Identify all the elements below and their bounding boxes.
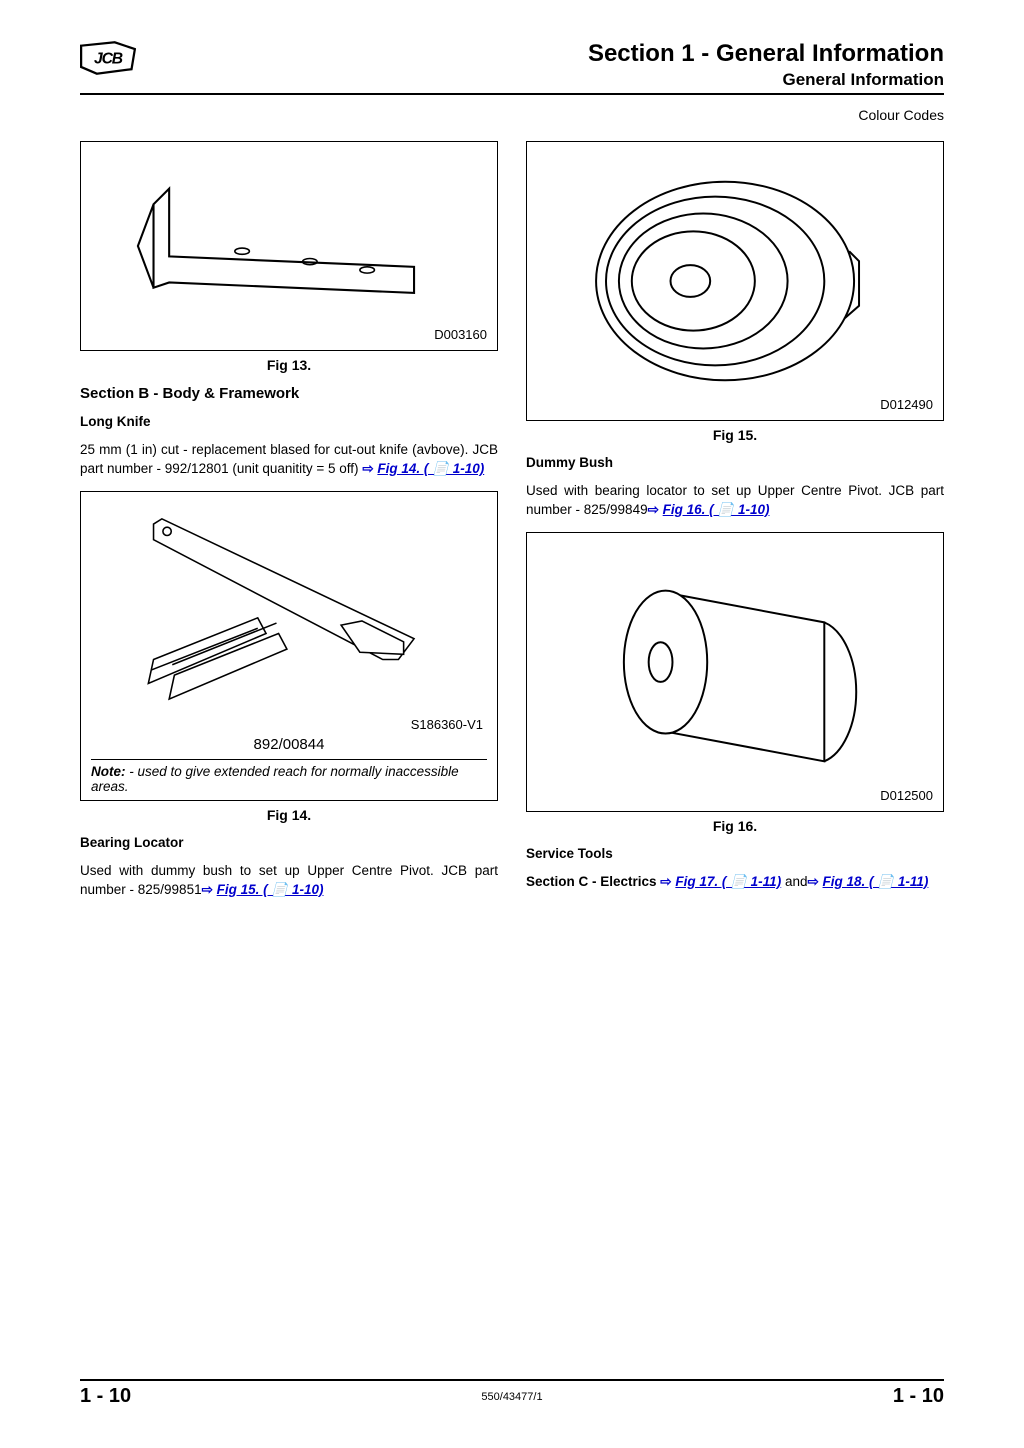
page-header: JCB Section 1 - General Information Gene… xyxy=(80,40,944,90)
long-knife-heading: Long Knife xyxy=(80,414,498,429)
fig17-link[interactable]: Fig 17. ( 📄 1-11) xyxy=(675,874,781,889)
breadcrumb: Colour Codes xyxy=(80,107,944,123)
content-columns: D003160 Fig 13. Section B - Body & Frame… xyxy=(80,141,944,912)
figure-14-note-text: - used to give extended reach for normal… xyxy=(91,764,459,794)
svg-text:JCB: JCB xyxy=(94,51,123,68)
page-number-left: 1 - 10 xyxy=(80,1385,131,1408)
section-b-heading: Section B - Body & Framework xyxy=(80,385,498,402)
fig15-link[interactable]: Fig 15. ( 📄 1-10) xyxy=(217,882,324,897)
figure-16-label: D012500 xyxy=(880,788,933,803)
section-c-paragraph: Section C - Electrics ⇨ Fig 17. ( 📄 1-11… xyxy=(526,873,944,892)
figure-14-box: S186360-V1 892/00844 Note: - used to giv… xyxy=(80,491,498,801)
arrow-icon: ⇨ xyxy=(202,882,217,897)
figure-14-partnum: 892/00844 xyxy=(91,736,487,753)
arrow-icon: ⇨ xyxy=(807,874,822,889)
bearing-locator-paragraph: Used with dummy bush to set up Upper Cen… xyxy=(80,862,498,900)
figure-16-box: D012500 xyxy=(526,532,944,812)
dummy-bush-heading: Dummy Bush xyxy=(526,455,944,470)
page-number-right: 1 - 10 xyxy=(893,1385,944,1408)
footer-divider xyxy=(80,1379,944,1381)
figure-15-caption: Fig 15. xyxy=(526,427,944,443)
figure-13-box: D003160 xyxy=(80,141,498,351)
figure-14-note-bold: Note: xyxy=(91,764,126,779)
figure-14-note: Note: - used to give extended reach for … xyxy=(91,759,487,794)
section-c-heading: Section C - Electrics xyxy=(526,874,660,889)
figure-15-label: D012490 xyxy=(880,397,933,412)
service-tools-heading: Service Tools xyxy=(526,846,944,861)
figure-15-box: D012490 xyxy=(526,141,944,421)
fig18-link[interactable]: Fig 18. ( 📄 1-11) xyxy=(823,874,929,889)
figure-14-label: S186360-V1 xyxy=(91,717,487,732)
doc-number: 550/43477/1 xyxy=(481,1391,542,1403)
header-divider xyxy=(80,93,944,95)
dummy-bush-paragraph: Used with bearing locator to set up Uppe… xyxy=(526,482,944,520)
arrow-icon: ⇨ xyxy=(648,502,663,517)
right-column: D012490 Fig 15. Dummy Bush Used with bea… xyxy=(526,141,944,912)
arrow-icon: ⇨ xyxy=(660,874,675,889)
fig14-link[interactable]: Fig 14. ( 📄 1-10) xyxy=(377,461,484,476)
figure-13-caption: Fig 13. xyxy=(80,357,498,373)
long-knife-paragraph: 25 mm (1 in) cut - replacement blased fo… xyxy=(80,441,498,479)
figure-15-svg xyxy=(537,152,933,410)
arrow-icon: ⇨ xyxy=(362,461,377,476)
and-text: and xyxy=(781,874,807,889)
jcb-logo: JCB xyxy=(80,40,136,76)
figure-13-label: D003160 xyxy=(434,327,487,342)
left-column: D003160 Fig 13. Section B - Body & Frame… xyxy=(80,141,498,912)
page-footer: 1 - 10 550/43477/1 1 - 10 xyxy=(80,1379,944,1408)
figure-14-svg xyxy=(91,498,487,717)
figure-16-caption: Fig 16. xyxy=(526,818,944,834)
section-title: Section 1 - General Information xyxy=(588,40,944,68)
figure-14-caption: Fig 14. xyxy=(80,807,498,823)
bearing-locator-heading: Bearing Locator xyxy=(80,835,498,850)
section-subtitle: General Information xyxy=(588,70,944,90)
figure-13-svg xyxy=(91,152,487,340)
figure-16-svg xyxy=(537,543,933,801)
fig16-link[interactable]: Fig 16. ( 📄 1-10) xyxy=(663,502,770,517)
